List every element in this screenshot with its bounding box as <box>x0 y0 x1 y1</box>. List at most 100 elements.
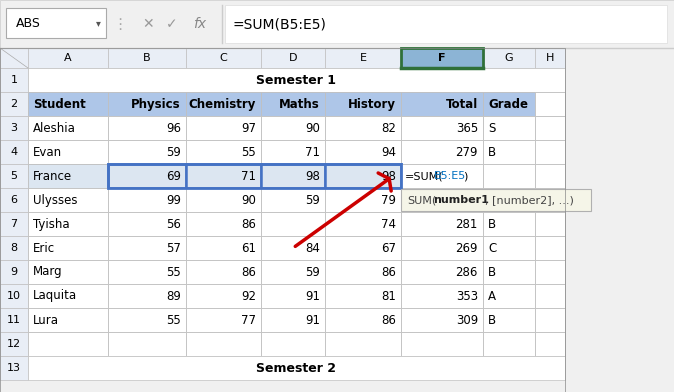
Text: 55: 55 <box>241 145 256 158</box>
Bar <box>535 212 565 236</box>
Text: 4: 4 <box>10 147 18 157</box>
Text: SUM(: SUM( <box>407 195 436 205</box>
Text: Total: Total <box>446 98 478 111</box>
Text: , [number2], ...): , [number2], ...) <box>485 195 574 205</box>
Bar <box>108 92 186 116</box>
Text: E: E <box>359 53 367 63</box>
Bar <box>28 284 108 308</box>
Text: 69: 69 <box>166 169 181 183</box>
Text: 365: 365 <box>456 122 478 134</box>
Text: ▾: ▾ <box>96 18 100 28</box>
Text: 91: 91 <box>305 314 320 327</box>
Bar <box>261 188 325 212</box>
Bar <box>108 332 186 356</box>
Text: 279: 279 <box>456 145 478 158</box>
Bar <box>401 189 591 211</box>
Bar <box>483 308 535 332</box>
Text: B: B <box>143 53 151 63</box>
Text: Eric: Eric <box>33 241 55 254</box>
Bar <box>535 48 565 68</box>
Text: 309: 309 <box>456 314 478 327</box>
Bar <box>108 116 186 140</box>
Bar <box>401 116 483 140</box>
Bar <box>28 356 565 380</box>
Bar <box>186 284 261 308</box>
Text: 353: 353 <box>456 290 478 303</box>
Text: C: C <box>488 241 496 254</box>
Bar <box>261 212 325 236</box>
Bar <box>325 284 401 308</box>
Bar <box>0 260 28 284</box>
Bar <box>108 164 186 188</box>
Text: number1: number1 <box>433 195 489 205</box>
Text: 1: 1 <box>11 75 18 85</box>
Bar <box>535 188 565 212</box>
Bar <box>535 140 565 164</box>
Text: Lura: Lura <box>33 314 59 327</box>
Text: 286: 286 <box>456 265 478 278</box>
Bar <box>0 92 28 116</box>
Text: 82: 82 <box>381 122 396 134</box>
Bar <box>0 48 565 392</box>
Text: 12: 12 <box>7 339 21 349</box>
Bar <box>186 212 261 236</box>
Bar <box>401 164 483 188</box>
Bar <box>28 212 108 236</box>
Bar <box>6 8 106 38</box>
Bar <box>483 236 535 260</box>
Bar <box>535 236 565 260</box>
Text: 55: 55 <box>166 314 181 327</box>
Bar <box>0 48 28 68</box>
Text: 59: 59 <box>305 265 320 278</box>
Text: 5: 5 <box>11 171 18 181</box>
Text: Laquita: Laquita <box>33 290 77 303</box>
Bar <box>28 164 108 188</box>
Bar <box>261 236 325 260</box>
Bar <box>28 116 108 140</box>
Text: =SUM(B5:E5): =SUM(B5:E5) <box>232 17 326 31</box>
Bar <box>108 212 186 236</box>
Bar <box>108 308 186 332</box>
Bar <box>401 48 483 68</box>
Text: 97: 97 <box>241 122 256 134</box>
Text: B: B <box>488 145 496 158</box>
Bar <box>186 140 261 164</box>
Text: ABS: ABS <box>16 16 41 29</box>
Text: 57: 57 <box>166 241 181 254</box>
Bar <box>535 284 565 308</box>
Text: 6: 6 <box>11 195 18 205</box>
Bar <box>0 188 28 212</box>
Bar <box>325 332 401 356</box>
Text: Tyisha: Tyisha <box>33 218 69 230</box>
Bar <box>261 332 325 356</box>
Bar <box>28 308 108 332</box>
Text: 89: 89 <box>166 290 181 303</box>
Text: 71: 71 <box>241 169 256 183</box>
Text: Maths: Maths <box>279 98 320 111</box>
Text: 67: 67 <box>381 241 396 254</box>
Text: C: C <box>220 53 227 63</box>
Text: 61: 61 <box>241 241 256 254</box>
Text: 98: 98 <box>305 169 320 183</box>
Bar <box>186 116 261 140</box>
Text: History: History <box>348 98 396 111</box>
Bar <box>401 212 483 236</box>
Bar <box>0 308 28 332</box>
Bar <box>108 188 186 212</box>
Text: Semester 2: Semester 2 <box>257 361 336 374</box>
Bar <box>483 48 535 68</box>
Text: 10: 10 <box>7 291 21 301</box>
Bar <box>186 236 261 260</box>
Text: Grade: Grade <box>488 98 528 111</box>
Bar <box>186 48 261 68</box>
Bar <box>483 164 535 188</box>
Bar <box>108 140 186 164</box>
Bar <box>261 92 325 116</box>
Text: 9: 9 <box>10 267 18 277</box>
Bar <box>325 260 401 284</box>
Text: 99: 99 <box>166 194 181 207</box>
Bar <box>186 308 261 332</box>
Bar <box>535 332 565 356</box>
Bar <box>108 164 401 188</box>
Bar <box>108 48 186 68</box>
